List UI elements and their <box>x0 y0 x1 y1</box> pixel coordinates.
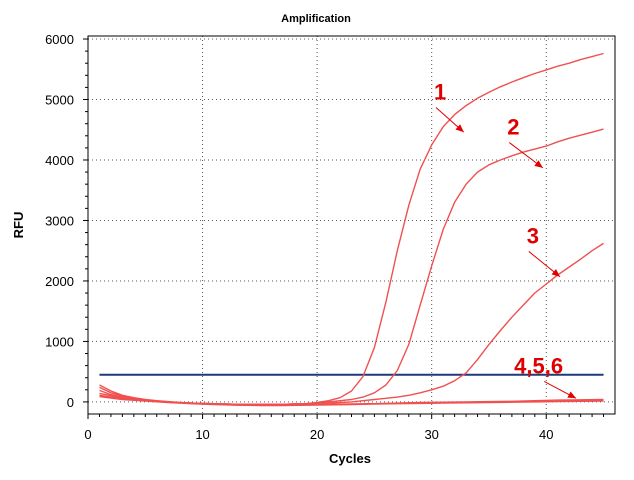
annotation-arrowhead-3 <box>551 268 561 277</box>
y-tick-label-0: 0 <box>67 395 74 410</box>
x-tick-label-3: 30 <box>424 427 438 442</box>
annotation-label-2: 2 <box>507 115 519 140</box>
y-tick-label-3: 3000 <box>45 213 74 228</box>
annotation-arrowhead-2 <box>534 160 543 168</box>
y-tick-label-2: 2000 <box>45 274 74 289</box>
series-group <box>99 52 604 407</box>
x-tick-label-0: 0 <box>84 427 91 442</box>
annotations: 1 2 3 4,5,6 <box>434 80 577 399</box>
axis-ticks: 0 10 20 30 40 0 1000 2000 3000 4000 5000 6000 <box>45 32 605 442</box>
annotation-label-3: 3 <box>527 223 539 248</box>
annotation-label-4: 4,5,6 <box>514 353 563 378</box>
series-line-3 <box>99 242 604 405</box>
series-line-5 <box>99 394 604 406</box>
y-axis-label: RFU <box>11 212 26 239</box>
x-tick-label-4: 40 <box>539 427 553 442</box>
series-line-6 <box>99 395 604 407</box>
annotation-label-1: 1 <box>434 80 446 105</box>
annotation-arrowhead-1 <box>455 124 464 133</box>
chart-title: Amplification <box>281 13 351 25</box>
x-tick-label-1: 10 <box>195 427 209 442</box>
y-tick-label-6: 6000 <box>45 32 74 47</box>
y-tick-label-1: 1000 <box>45 334 74 349</box>
y-tick-label-5: 5000 <box>45 93 74 108</box>
annotation-arrowhead-4 <box>567 391 577 399</box>
x-tick-label-2: 20 <box>310 427 324 442</box>
y-tick-label-4: 4000 <box>45 153 74 168</box>
x-axis-label: Cycles <box>329 451 371 466</box>
